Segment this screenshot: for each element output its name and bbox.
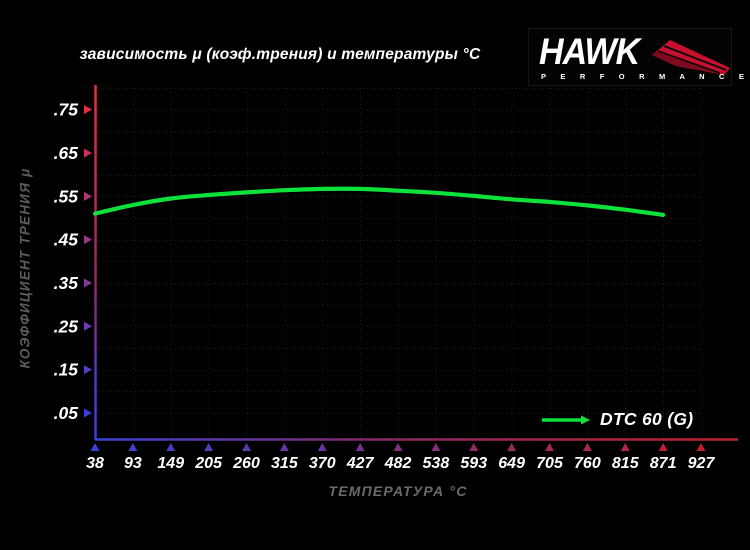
y-tick-arrow <box>84 365 92 375</box>
x-tick-arrow <box>279 443 289 451</box>
hawk-wing-icon <box>652 40 731 75</box>
series-dtc60-curve <box>92 186 666 217</box>
x-tick-label: 93 <box>124 455 142 472</box>
x-tick-label: 649 <box>498 455 525 472</box>
y-tick-arrow <box>84 321 92 331</box>
x-tick-arrow <box>431 443 441 451</box>
x-tick-label: 538 <box>423 455 450 472</box>
x-tick-label: 871 <box>650 455 677 472</box>
x-tick-label: 315 <box>271 455 299 472</box>
y-tick-label: .15 <box>54 360 79 380</box>
legend-line-sample <box>542 415 590 424</box>
y-tick-label: .65 <box>54 143 79 163</box>
x-tick-label: 260 <box>232 455 260 472</box>
y-tick-arrow <box>84 148 92 158</box>
x-tick-arrow <box>393 443 403 451</box>
x-tick-arrow <box>355 443 365 451</box>
x-tick-arrow <box>620 443 630 451</box>
x-tick-arrow <box>204 443 214 451</box>
hawk-logo-row: HAWK <box>539 33 732 77</box>
x-tick-arrow <box>696 443 706 451</box>
x-tick-label: 205 <box>194 455 223 472</box>
x-tick-labels: 38 93 149 205 260 315 370 427 482 538 593 649 705 760… <box>86 443 715 472</box>
y-tick-label: .45 <box>54 230 79 250</box>
x-tick-label: 760 <box>574 455 601 472</box>
y-tick-label: .75 <box>54 100 79 120</box>
y-tick-arrow <box>84 191 92 201</box>
x-tick-arrow <box>582 443 592 451</box>
y-tick-arrow <box>84 408 92 418</box>
y-tick-label: .25 <box>54 316 79 336</box>
x-tick-arrow <box>166 443 176 451</box>
x-tick-label: 705 <box>536 455 564 472</box>
x-tick-label: 427 <box>346 455 375 472</box>
y-tick-arrow <box>84 235 92 245</box>
hawk-logo: HAWK P E R F O R M A N C E <box>528 28 750 86</box>
x-tick-label: 370 <box>309 455 336 472</box>
x-tick-label: 149 <box>157 455 184 472</box>
x-tick-arrow <box>507 443 517 451</box>
y-tick-label: .05 <box>54 403 79 423</box>
x-axis-title: ТЕМПЕРАТУРА °C <box>328 483 468 499</box>
y-tick-arrow <box>84 278 92 288</box>
y-tick-label: .35 <box>54 273 79 293</box>
x-tick-arrow <box>469 443 479 451</box>
legend-series-label: DTC 60 (G) <box>600 409 694 429</box>
hawk-wordmark: HAWK <box>539 31 640 72</box>
x-tick-label: 593 <box>460 455 487 472</box>
x-tick-arrow <box>658 443 668 451</box>
hawk-performance-label: P E R F O R M A N C E <box>541 72 750 81</box>
y-tick-arrow <box>84 105 92 115</box>
x-tick-arrow <box>128 443 138 451</box>
x-tick-arrow <box>242 443 251 451</box>
x-tick-label: 38 <box>86 455 104 472</box>
x-tick-label: 815 <box>612 455 640 472</box>
chart-title: зависимость μ (коэф.трения) и температур… <box>79 46 481 63</box>
y-tick-labels: .75 .65 .55 .45 .35 .25 .15 .05 <box>54 100 92 423</box>
gridlines <box>95 88 702 439</box>
x-tick-arrow <box>545 443 554 451</box>
y-axis-title: КОЭФФИЦИЕНТ ТРЕНИЯ μ <box>17 167 33 369</box>
x-tick-label: 927 <box>688 455 716 472</box>
legend: DTC 60 (G) <box>541 409 693 430</box>
x-tick-arrow <box>90 443 100 451</box>
y-tick-label: .55 <box>54 186 79 206</box>
x-tick-arrow <box>317 443 327 451</box>
x-tick-label: 482 <box>384 455 412 472</box>
